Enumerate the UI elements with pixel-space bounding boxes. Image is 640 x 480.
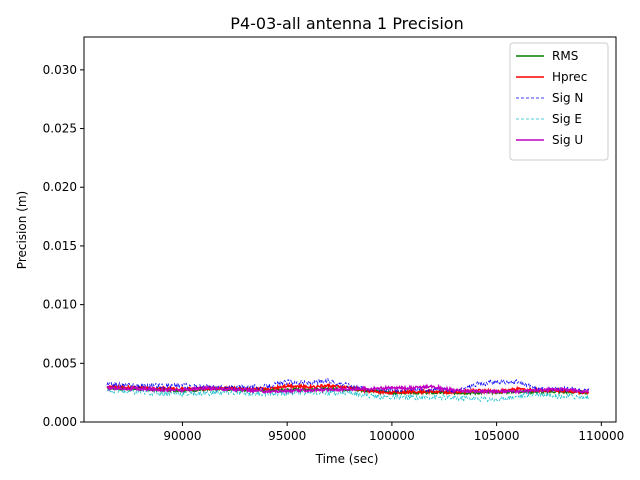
x-axis: 90000 95000 100000 105000 110000 (163, 422, 624, 443)
y-tick-label: 0.025 (43, 122, 77, 136)
series-line-sig-e (106, 387, 590, 403)
x-tick-label: 90000 (163, 429, 201, 443)
plot-border (83, 36, 617, 423)
series-layer (106, 378, 590, 403)
legend-label: Hprec (552, 70, 587, 84)
y-axis: 0.000 0.005 0.010 0.015 0.020 0.025 0.030 (43, 63, 84, 429)
y-tick-label: 0.030 (43, 63, 77, 77)
y-tick-label: 0.010 (43, 298, 77, 312)
series-line-sig-n (106, 378, 590, 395)
x-tick-label: 100000 (369, 429, 415, 443)
y-tick-label: 0.020 (43, 180, 77, 194)
legend-label: Sig U (552, 133, 583, 147)
legend: RMS Hprec Sig N Sig E Sig U (509, 42, 609, 161)
legend-label: Sig E (552, 112, 582, 126)
legend-label: RMS (552, 49, 578, 63)
y-tick-label: 0.005 (43, 356, 77, 370)
legend-box (509, 42, 609, 161)
x-axis-title: Time (sec) (315, 452, 379, 466)
x-tick-label: 105000 (474, 429, 520, 443)
y-tick-label: 0.000 (43, 415, 77, 429)
series-line-sig-u (106, 383, 589, 395)
y-tick-label: 0.015 (43, 239, 77, 253)
legend-label: Sig N (552, 91, 583, 105)
x-tick-label: 110000 (578, 429, 624, 443)
chart-title: P4-03-all antenna 1 Precision (230, 14, 463, 33)
x-tick-label: 95000 (268, 429, 306, 443)
y-axis-title: Precision (m) (15, 191, 29, 269)
